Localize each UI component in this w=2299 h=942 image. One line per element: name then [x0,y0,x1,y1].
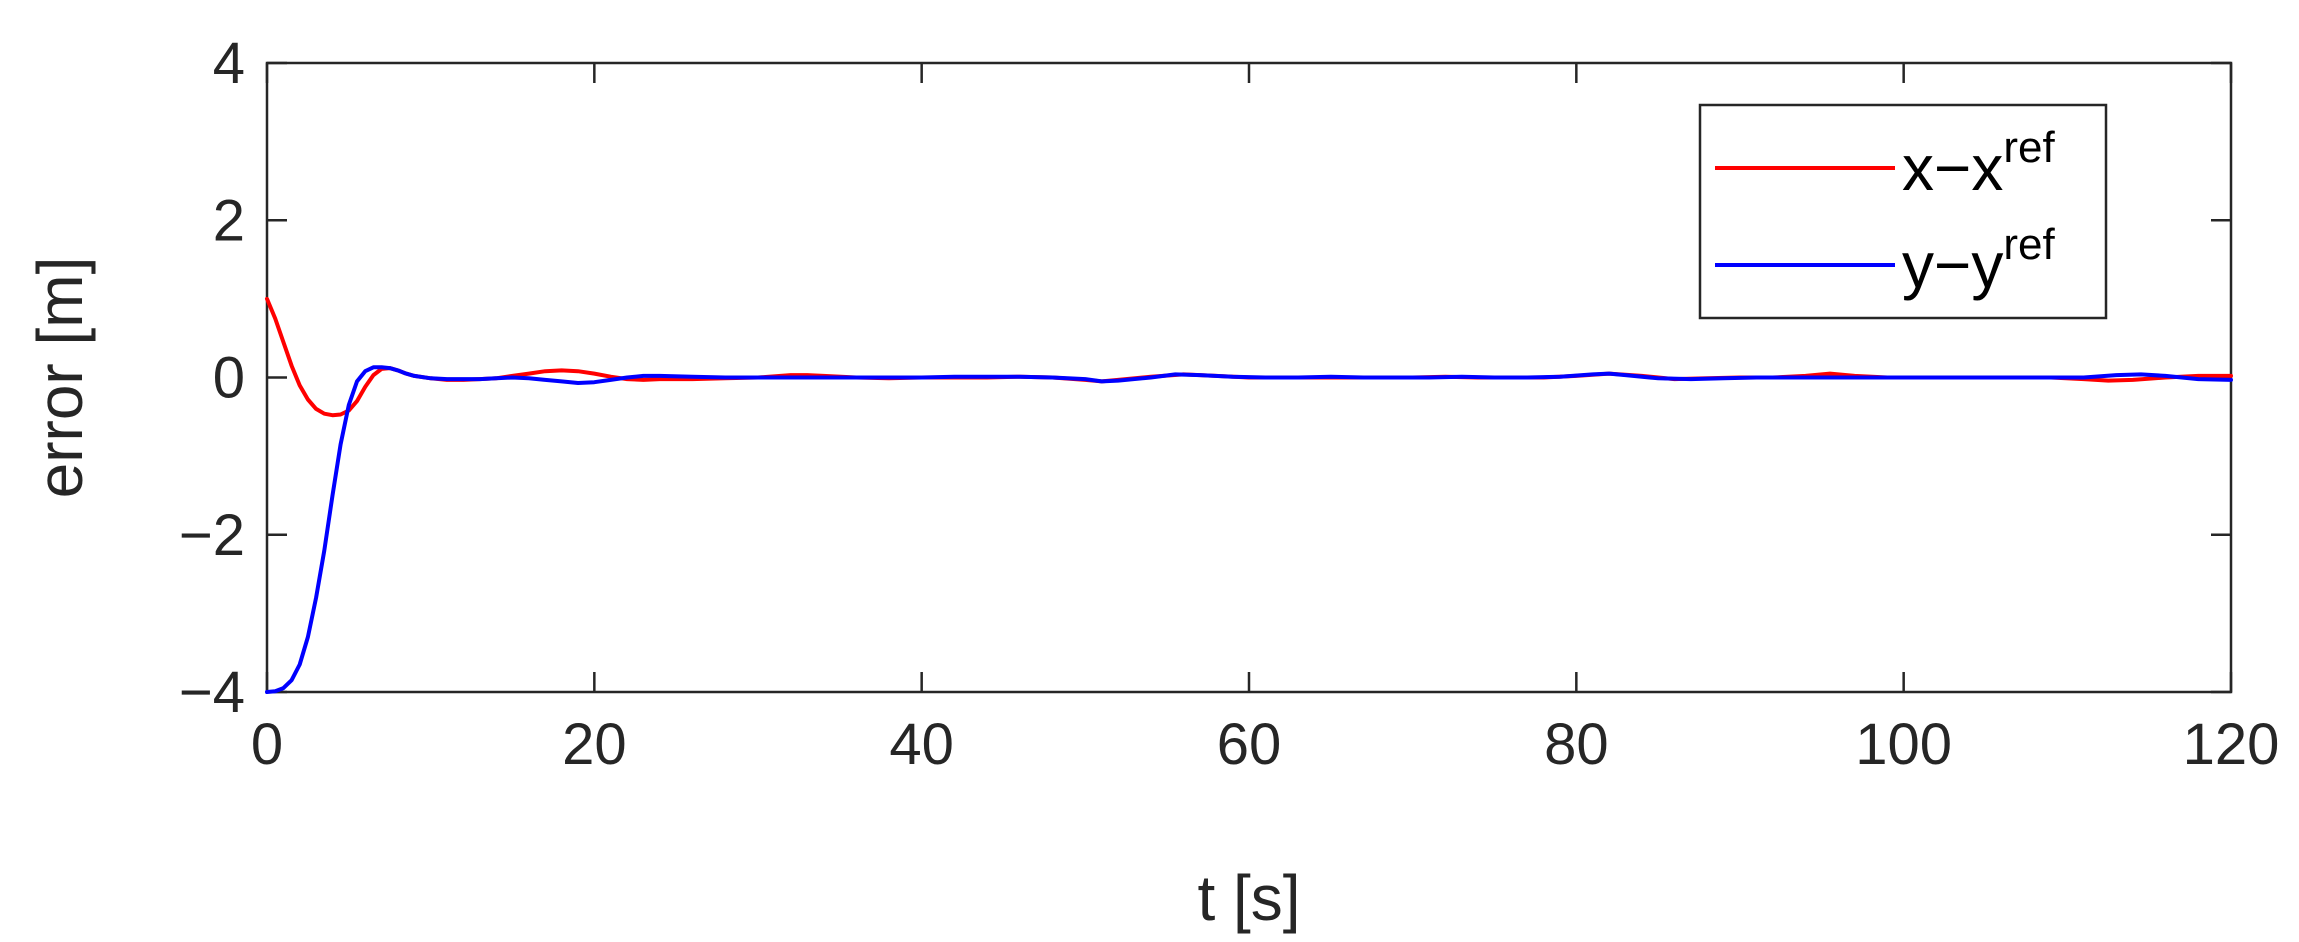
legend-label-base: x−x [1902,132,2003,204]
y-tick-label: 2 [213,188,245,253]
x-tick-label: 80 [1544,712,1609,777]
legend-label-superscript: ref [2003,123,2055,172]
x-tick-label: 20 [562,712,627,777]
y-tick-label: −4 [179,660,245,725]
x-tick-label: 60 [1217,712,1282,777]
legend-label-base: y−y [1902,229,2003,301]
legend-label-superscript: ref [2003,220,2055,269]
y-tick-label: 0 [213,346,245,411]
x-tick-label: 100 [1855,712,1952,777]
x-tick-label: 40 [889,712,954,777]
legend-label-0: x−xref [1902,123,2055,204]
y-tick-label: 4 [213,31,245,96]
legend-label-1: y−yref [1902,220,2055,301]
y-axis-label: error [m] [24,257,96,499]
y-axis-ticks: −4 −2 0 2 4 [179,31,2231,725]
x-axis-label: t [s] [1197,862,1300,934]
x-tick-label: 120 [2183,712,2280,777]
legend-box [1698,103,2108,320]
series-line-1 [265,365,2233,694]
series-layer [265,296,2233,694]
x-axis-ticks: 0 20 40 60 80 100 120 [251,63,2280,777]
x-tick-label: 0 [251,712,283,777]
y-tick-label: −2 [179,503,245,568]
